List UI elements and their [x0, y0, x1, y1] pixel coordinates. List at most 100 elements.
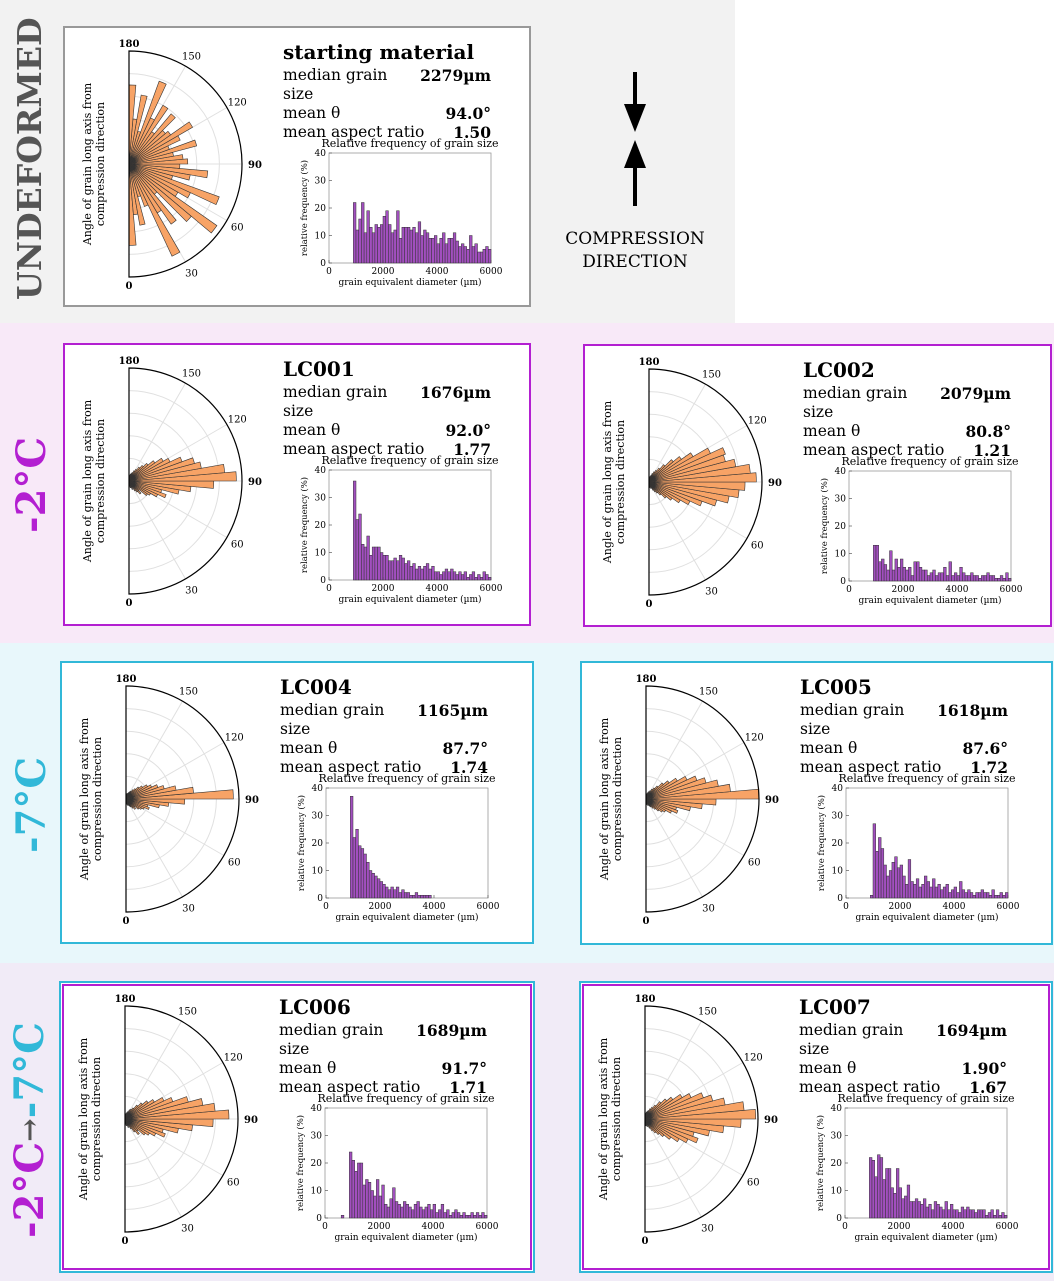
hist-bar — [875, 545, 879, 582]
hist-bar — [378, 1195, 382, 1219]
hist-bar — [471, 571, 476, 581]
hist-bar — [358, 845, 362, 899]
hist-bar — [870, 895, 874, 899]
rose-tick-label: 90 — [764, 1115, 778, 1126]
mean-aspect-ratio-value: 1.77 — [453, 440, 491, 459]
hist-bar — [887, 1168, 892, 1219]
hist-bar — [416, 1201, 420, 1219]
hist-bar — [458, 246, 462, 264]
hist-bar — [382, 555, 386, 581]
hist-bar — [964, 575, 969, 582]
hist-bar — [398, 555, 403, 581]
panel-LC004: LC004 median grain size 1165µm mean θ 87.7° m… — [60, 661, 534, 944]
rose-tick-label: 0 — [123, 916, 130, 927]
hist-bar — [925, 1206, 929, 1219]
mean-theta-value: 87.6° — [962, 739, 1008, 758]
hist-ytick-label: 20 — [315, 521, 327, 531]
hist-ytick-label: 20 — [831, 1159, 843, 1169]
hist-ytick-label: 40 — [832, 784, 844, 794]
hist-bar — [931, 1209, 935, 1219]
hist-bar — [956, 575, 960, 582]
mean-aspect-ratio-row: mean aspect ratio 1.74 — [280, 758, 488, 777]
hist-bar — [951, 889, 955, 899]
hist-xtick-label: 0 — [326, 584, 332, 594]
mean-aspect-ratio-row: mean aspect ratio 1.50 — [283, 123, 491, 142]
rose-axis-label: Angle of grain long axis from compression… — [598, 717, 624, 881]
rose-bar — [128, 94, 148, 165]
panel-charts: 0 30 60 90 120 150 180 Angle of grain long axis… — [597, 994, 1019, 1247]
hist-bar — [457, 1212, 461, 1219]
hist-bar — [907, 859, 912, 899]
hist-bar — [948, 892, 952, 899]
rose-axis-label: Angle of grain long axis from compression… — [77, 1037, 103, 1201]
hist-bar — [937, 572, 942, 582]
rose-tick-label: 120 — [224, 1053, 243, 1064]
hist-bar — [350, 796, 354, 899]
hist-bar — [415, 232, 419, 264]
hist-bar — [918, 567, 923, 582]
hist-bar — [993, 1215, 997, 1219]
mean-aspect-ratio-label: mean aspect ratio — [283, 123, 425, 141]
hist-bar — [377, 227, 381, 264]
hist-bar — [929, 572, 933, 582]
mean-aspect-ratio-label: mean aspect ratio — [280, 758, 422, 776]
mean-theta-row: mean θ 87.7° — [280, 739, 488, 758]
rose-bar — [648, 459, 674, 483]
hist-ylabel: relative frequency (%) — [299, 477, 310, 573]
hist-ytick-label: 40 — [835, 467, 847, 477]
hist-bar — [355, 229, 359, 264]
hist-bar — [409, 895, 413, 899]
hist-bar — [894, 856, 898, 899]
hist-bar — [367, 1182, 372, 1219]
hist-bar — [455, 574, 459, 581]
rose-tick-label: 150 — [699, 687, 718, 698]
hist-bar — [413, 1204, 418, 1219]
mean-theta-label: mean θ — [799, 1059, 857, 1077]
hist-bar — [997, 578, 1001, 582]
hist-bar — [474, 577, 478, 581]
hist-bar — [431, 238, 435, 264]
hist-bar — [896, 1168, 900, 1219]
hist-bar — [361, 202, 365, 264]
hist-bar — [370, 1190, 374, 1219]
hist-ytick-label: 0 — [320, 259, 326, 269]
hist-bar — [980, 889, 984, 899]
hist-ylabel-group: relative frequency (%) — [299, 477, 310, 573]
hist-bar — [340, 1215, 345, 1219]
hist-bar — [366, 210, 370, 264]
hist-bar — [999, 575, 1004, 582]
hist-bar — [438, 1209, 442, 1219]
hist-bar — [940, 889, 944, 899]
hist-bar — [355, 519, 359, 581]
hist-ytick-label: 20 — [312, 839, 324, 849]
rose-bar — [128, 113, 176, 165]
hist-xtick-label: 2000 — [889, 902, 912, 912]
hist-bar — [352, 837, 356, 899]
panel-stats: median grain size 1165µm mean θ 87.7° mean a… — [280, 701, 488, 777]
rose-bar — [128, 163, 209, 179]
grain-size-histogram: Relative frequency of grain size 0 10 20 30 4… — [819, 455, 1023, 606]
hist-bar — [439, 238, 443, 264]
mean-aspect-ratio-value: 1.74 — [450, 758, 488, 777]
hist-bar — [451, 1212, 455, 1219]
rose-axis-label: Angle of grain long axis from compression… — [78, 717, 104, 881]
rose-tick-label: 120 — [228, 98, 247, 109]
hist-bar — [885, 1168, 889, 1219]
median-grain-size-value: 1676µm — [420, 383, 491, 402]
hist-bar — [982, 1209, 986, 1219]
hist-bar — [897, 867, 901, 899]
hist-bar — [926, 881, 930, 899]
median-grain-size-value: 1689µm — [416, 1021, 487, 1040]
hist-bar — [380, 552, 384, 581]
hist-ytick-label: 30 — [315, 177, 327, 187]
hist-ytick-label: 40 — [312, 784, 324, 794]
warm-label: -2°C — [8, 436, 55, 534]
hist-bar — [454, 1209, 458, 1219]
hist-xtick-label: 2000 — [372, 267, 395, 277]
hist-bar — [466, 249, 470, 264]
hist-bar — [396, 210, 400, 264]
hist-ytick-label: 0 — [837, 894, 843, 904]
hist-bar — [361, 544, 365, 581]
hist-bar — [382, 216, 386, 264]
hist-bar — [484, 1215, 488, 1219]
